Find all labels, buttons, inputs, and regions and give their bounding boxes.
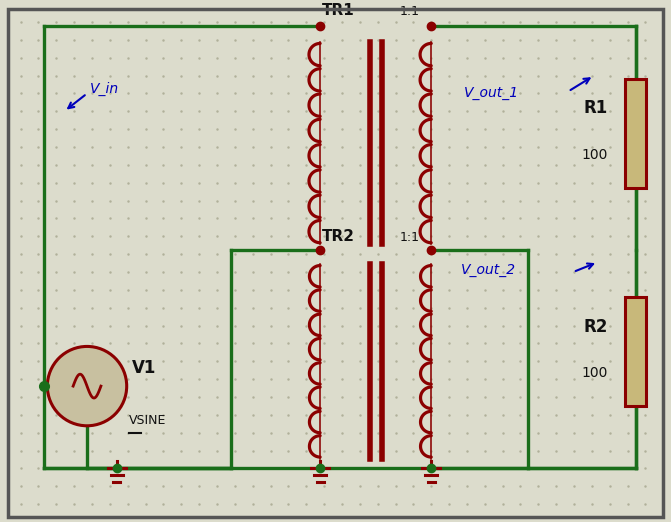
Text: 1:1: 1:1 <box>399 231 419 244</box>
Text: R1: R1 <box>584 99 608 117</box>
Text: V1: V1 <box>132 359 156 377</box>
Text: R2: R2 <box>583 317 608 336</box>
Text: 100: 100 <box>581 366 608 380</box>
Text: VSINE: VSINE <box>129 414 166 428</box>
Text: V_in: V_in <box>90 81 119 96</box>
Text: V_out_2: V_out_2 <box>461 263 516 277</box>
Text: TR2: TR2 <box>322 229 355 244</box>
Text: 1:1: 1:1 <box>399 5 419 18</box>
Bar <box>625 79 646 188</box>
Text: 100: 100 <box>581 148 608 162</box>
Text: TR1: TR1 <box>322 3 355 18</box>
Text: V_out_1: V_out_1 <box>464 87 519 101</box>
Circle shape <box>48 347 127 426</box>
Bar <box>625 297 646 406</box>
